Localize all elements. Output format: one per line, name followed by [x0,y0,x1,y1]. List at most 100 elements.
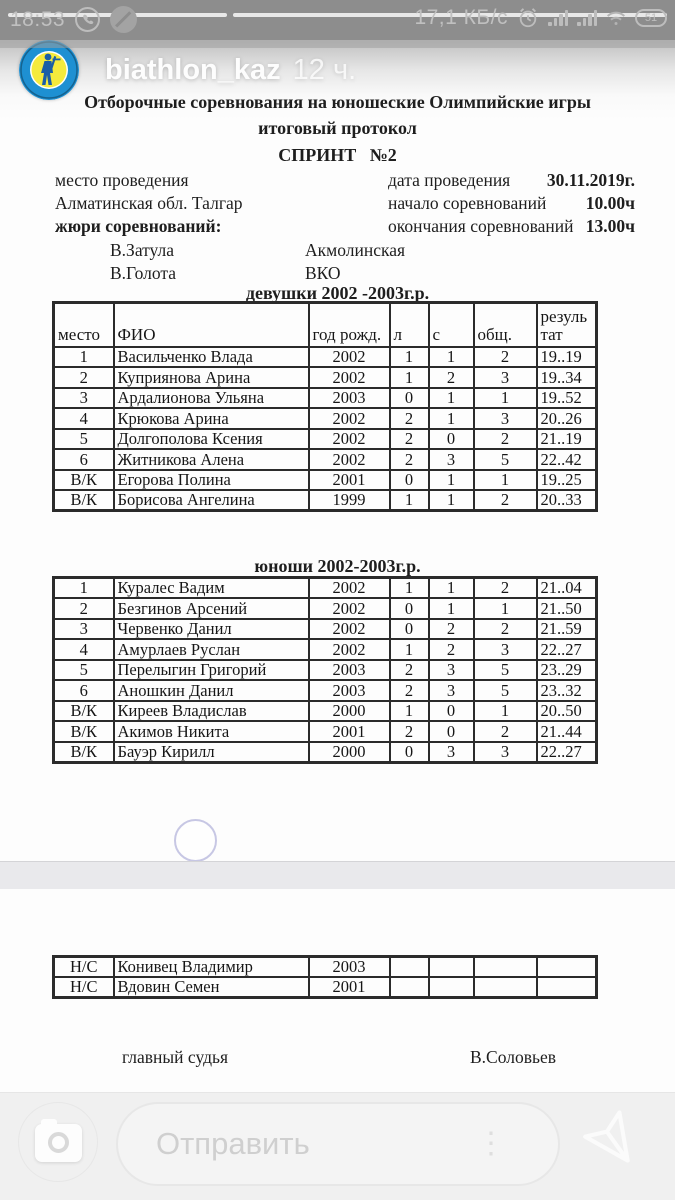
table-cell: 2002 [307,345,391,368]
table-cell: 2001 [307,976,391,999]
table-cell: 6 [52,448,115,471]
table-cell: 1 [388,489,430,512]
table-cell: В/К [52,699,115,722]
table-cell: Житникова Алена [112,448,310,471]
signal-icon [577,10,597,26]
alarm-icon [517,7,539,29]
table-cell: 2 [472,576,538,599]
table-cell [427,955,475,978]
jury-member-name: В.Голота [110,263,177,283]
table-cell: 1 [427,386,475,409]
table-cell: 1 [388,345,430,368]
table-cell: 3 [472,740,538,763]
table-row: 3 Ардалионова Ульяна 2003 0 1 1 19..52 [52,386,598,409]
table-cell: 1 [52,345,115,368]
table-header-row: место ФИО год рожд. л с общ. результат [52,301,598,348]
table-row: В/К Егорова Полина 2001 0 1 1 19..25 [52,468,598,491]
table-cell: Н/С [52,976,115,999]
table-row: 1 Васильченко Влада 2002 1 1 2 19..19 [52,345,598,368]
table-cell: 2002 [307,597,391,620]
reply-input[interactable] [156,1104,466,1184]
camera-icon [35,1119,82,1162]
table-cell: 2000 [307,699,391,722]
table-cell: В/К [52,468,115,491]
table-cell: 19..34 [535,366,598,389]
table-cell: Перелыгин Григорий [112,658,310,681]
wifi-icon [606,11,626,26]
reply-input-pill[interactable]: ⋮ [116,1102,560,1186]
judge-name: В.Соловьев [470,1047,556,1067]
table-cell: 2 [388,679,430,702]
table-cell: В/К [52,489,115,512]
table-cell: 2 [388,407,430,430]
table-cell [535,976,598,999]
table-cell: 0 [427,720,475,743]
table-cell: 2002 [307,407,391,430]
jury-member-region: Акмолинская [305,240,406,260]
clock-time: 18:53 [10,7,66,31]
story-progress-segment [233,13,667,17]
table-row: В/К Акимов Никита 2001 2 0 2 21..44 [52,720,598,743]
network-speed: 17,1 КБ/с [414,6,508,29]
table-cell: 5 [472,658,538,681]
table-cell: 1 [52,576,115,599]
table-cell: 1 [427,345,475,368]
table-cell: 1 [388,699,430,722]
table-cell: 3 [472,638,538,661]
camera-button[interactable] [18,1102,98,1182]
col-header: с [427,301,475,348]
table-cell: 2 [427,366,475,389]
girls-results-table: место ФИО год рожд. л с общ. результат 1… [52,301,598,512]
data-saver-icon [110,6,138,33]
jury-member-region: ВКО [305,263,341,283]
table-cell: 2 [472,720,538,743]
photo-circle-artifact [174,819,217,862]
table-cell: В/К [52,740,115,763]
table-row: 4 Амурлаев Руслан 2002 1 2 3 22..27 [52,638,598,661]
table-cell: 1 [427,468,475,491]
battery-icon: 51 [635,9,667,27]
more-options-icon[interactable]: ⋮ [476,1127,506,1160]
table-cell: 2 [472,489,538,512]
table-cell: 1 [472,468,538,491]
table-cell [388,955,430,978]
table-cell: 0 [427,699,475,722]
table-row: 2 Безгинов Арсений 2002 0 1 1 21..50 [52,597,598,620]
table-cell: 2003 [307,679,391,702]
table-row: Н/С Вдовин Семен 2001 [52,976,598,999]
table-cell: Червенко Данил [112,617,310,640]
story-photo: Отборочные соревнования на юношеские Оли… [0,40,675,1092]
signal-icon [548,10,568,26]
table-cell: 19..19 [535,345,598,368]
table-row: В/К Киреев Владислав 2000 1 0 1 20..50 [52,699,598,722]
not-started-table: Н/С Конивец Владимир 2003 Н/С Вдовин Семен 20… [52,955,598,999]
table-row: 3 Червенко Данил 2002 0 2 2 21..59 [52,617,598,640]
table-cell: 19..52 [535,386,598,409]
table-cell: 1 [472,699,538,722]
table-cell: 2 [388,427,430,450]
col-header: л [388,301,430,348]
table-cell: 2003 [307,955,391,978]
send-icon[interactable] [580,1105,638,1163]
table-cell: 2002 [307,617,391,640]
table-cell: 3 [52,386,115,409]
table-cell: Куралес Вадим [112,576,310,599]
table-cell: 2001 [307,720,391,743]
table-cell: 1 [427,576,475,599]
girls-section-title: девушки 2002 -2003г.р. [245,283,430,303]
table-row: 5 Долгополова Ксения 2002 2 0 2 21..19 [52,427,598,450]
table-row: 6 Житникова Алена 2002 2 3 5 22..42 [52,448,598,471]
table-cell: 2 [472,617,538,640]
table-cell: Амурлаев Руслан [112,638,310,661]
table-cell: 2002 [307,427,391,450]
table-cell: 20..33 [535,489,598,512]
table-cell: 2002 [307,448,391,471]
page-seam [0,861,675,889]
story-timestamp: 12 ч. [292,53,357,86]
table-cell: 23..32 [535,679,598,702]
avatar[interactable] [19,40,79,100]
table-cell: В/К [52,720,115,743]
story-username[interactable]: biathlon_kaz [105,53,281,86]
table-cell: 2 [427,638,475,661]
table-cell: 2 [472,427,538,450]
